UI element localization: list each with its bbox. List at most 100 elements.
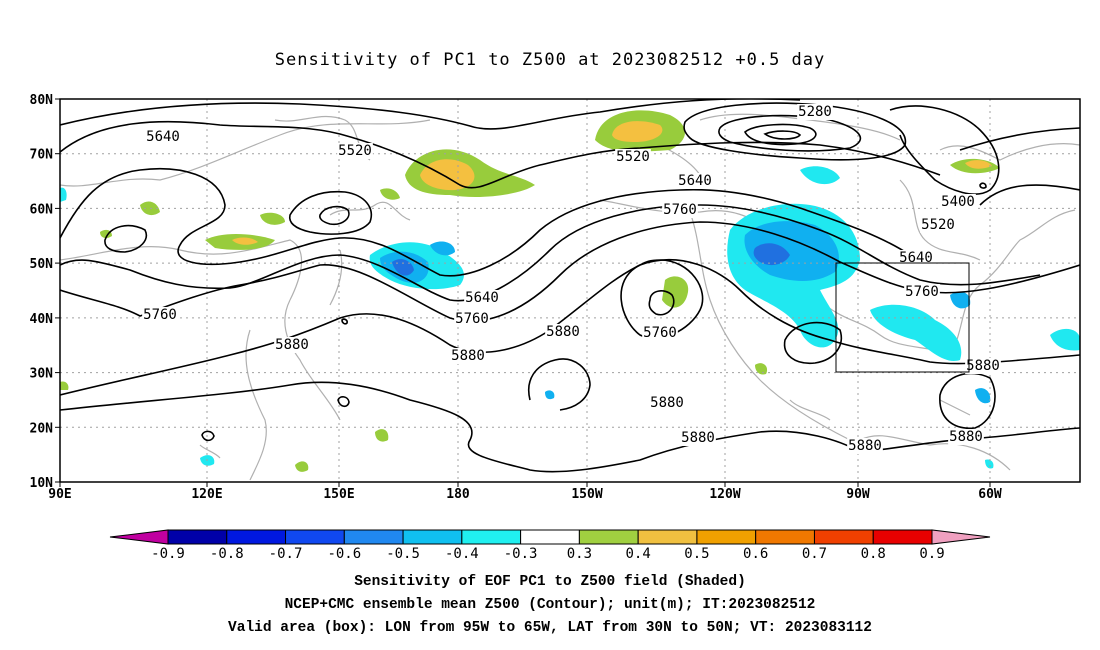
lon-label: 120W	[709, 487, 740, 502]
lat-label: 60N	[30, 202, 54, 217]
negative-region	[985, 459, 994, 469]
colorbar-label: 0.4	[626, 546, 651, 562]
colorbar-max-extension	[931, 529, 991, 545]
positive-region	[295, 461, 309, 472]
negative-region	[950, 291, 971, 309]
peak-negative-region	[753, 243, 790, 266]
caption-contour: NCEP+CMC ensemble mean Z500 (Contour); u…	[284, 597, 816, 613]
contour-label-bg	[615, 149, 651, 165]
colorbar-segment	[461, 529, 522, 545]
colorbar-segment	[813, 529, 874, 545]
contour-label: 5880	[949, 429, 983, 445]
contour-label-bg	[142, 307, 178, 323]
sensitivity-shading	[60, 110, 1080, 472]
coastlines	[60, 113, 1080, 481]
contour-label-bg	[662, 202, 698, 218]
strong-positive-region	[612, 121, 663, 142]
contour-label-bg	[680, 430, 716, 446]
contour-label-bg	[145, 129, 181, 145]
colorbar-label: -0.5	[386, 546, 420, 562]
strong-negative-region	[744, 221, 839, 281]
contour-label: 5760	[643, 325, 677, 341]
colorbar-segment	[226, 529, 287, 545]
lon-label: 180	[446, 487, 470, 502]
caption-shading: Sensitivity of EOF PC1 to Z500 field (Sh…	[354, 574, 746, 590]
colorbar-labels: -0.9 -0.8 -0.7 -0.6 -0.5 -0.4 -0.3 0.3 0.4 0.5 0.6…	[151, 546, 945, 562]
lon-label: 90E	[48, 487, 71, 502]
contour-label-bg	[454, 311, 490, 327]
colorbar-label: -0.9	[151, 546, 185, 562]
contour-label: 5520	[338, 143, 372, 159]
contour-label: 5640	[899, 250, 933, 266]
positive-region	[375, 429, 389, 442]
colorbar-segment	[872, 529, 933, 545]
colorbar-segment	[285, 529, 345, 545]
strong-positive-region	[965, 160, 992, 169]
positive-region	[260, 212, 285, 225]
contour-label: 5880	[848, 438, 882, 454]
caption-valid-area: Valid area (box): LON from 95W to 65W, L…	[228, 620, 872, 636]
negative-region	[60, 187, 67, 202]
contour-label: 5520	[921, 217, 955, 233]
lat-label: 30N	[30, 367, 54, 382]
colorbar-segment	[637, 529, 698, 545]
lat-label: 20N	[30, 421, 54, 436]
contour-labels: 5280 5400 5520 5520 5520 5640 5640 5640 5640 5760…	[142, 104, 1001, 454]
contour-label-bg	[642, 325, 678, 341]
positive-region	[755, 363, 768, 375]
contour-label-bg	[337, 143, 373, 159]
contour-label-bg	[904, 284, 940, 300]
contour-label: 5880	[451, 348, 485, 364]
contour-label-bg	[649, 395, 685, 411]
contour-label: 5280	[798, 104, 832, 120]
contour-label: 5400	[941, 194, 975, 210]
contour-label-bg	[847, 438, 883, 454]
contour-label: 5640	[465, 290, 499, 306]
colorbar-label: -0.3	[504, 546, 538, 562]
colorbar-label: -0.7	[269, 546, 303, 562]
contour-label-bg	[274, 337, 310, 353]
contour-label-bg	[464, 290, 500, 306]
contour-label: 5880	[681, 430, 715, 446]
contour-label: 5760	[455, 311, 489, 327]
positive-region	[662, 276, 689, 308]
colorbar	[109, 529, 991, 545]
contour-label: 5760	[143, 307, 177, 323]
contour-label-bg	[797, 104, 833, 120]
colorbar-segment	[520, 529, 580, 545]
colorbar-segment	[578, 529, 639, 545]
colorbar-segment	[167, 529, 228, 545]
colorbar-label: 0.8	[861, 546, 886, 562]
contour-label-bg	[920, 217, 956, 233]
colorbar-label: 0.9	[919, 546, 944, 562]
contour-label-bg	[545, 324, 581, 340]
negative-region	[1050, 328, 1080, 351]
contour-label: 5880	[275, 337, 309, 353]
negative-region	[430, 241, 455, 256]
z500-contours	[60, 99, 1080, 473]
colorbar-segment	[696, 529, 757, 545]
contour-label-bg	[898, 250, 934, 266]
colorbar-label: 0.6	[743, 546, 768, 562]
colorbar-segment	[343, 529, 404, 545]
colorbar-min-extension	[109, 529, 169, 545]
colorbar-segment	[402, 529, 463, 545]
colorbar-label: 0.3	[567, 546, 592, 562]
map-frame	[59, 98, 1081, 483]
lat-label: 80N	[30, 93, 54, 108]
contour-label-bg	[948, 429, 984, 445]
contour-label: 5640	[146, 129, 180, 145]
colorbar-segment	[755, 529, 815, 545]
valid-area-box	[835, 262, 970, 373]
sensitivity-map: 5280 5400 5520 5520 5520 5640 5640 5640 5640 5760…	[30, 93, 1081, 562]
colorbar-label: 0.5	[684, 546, 709, 562]
contour-label: 5760	[905, 284, 939, 300]
contour-label-bg	[450, 348, 486, 364]
lat-label: 70N	[30, 148, 54, 163]
lon-label: 90W	[846, 487, 870, 502]
negative-region	[975, 388, 991, 404]
negative-region	[870, 304, 962, 361]
positive-region	[380, 188, 400, 200]
positive-region	[60, 381, 69, 390]
negative-region	[800, 166, 840, 185]
